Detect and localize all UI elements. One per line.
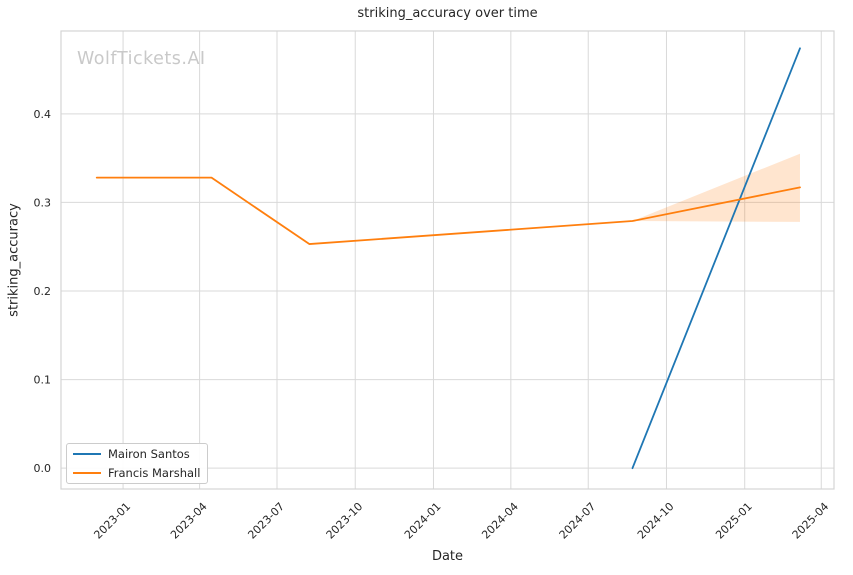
y-axis-label: striking_accuracy bbox=[6, 203, 22, 317]
legend-line-swatch-orange bbox=[73, 471, 101, 474]
y-tick-label: 0.0 bbox=[34, 462, 52, 475]
legend-item-mairon-santos: Mairon Santos bbox=[73, 447, 201, 462]
x-axis-label: Date bbox=[431, 549, 464, 564]
chart-title: striking_accuracy over time bbox=[357, 6, 538, 21]
confidence-band-francis-marshall bbox=[632, 153, 800, 222]
y-tick-label: 0.2 bbox=[34, 285, 52, 298]
legend: Mairon Santos Francis Marshall bbox=[66, 443, 208, 484]
legend-label-francis-marshall: Francis Marshall bbox=[108, 465, 201, 480]
grid-lines bbox=[61, 31, 834, 489]
watermark-text: WolfTickets.AI bbox=[77, 49, 206, 69]
y-tick-label: 0.3 bbox=[34, 196, 52, 209]
y-tick-label: 0.1 bbox=[34, 374, 52, 387]
series-line-mairon-santos bbox=[631, 47, 801, 470]
legend-label-mairon-santos: Mairon Santos bbox=[108, 447, 190, 462]
series-line-francis-marshall bbox=[95, 176, 801, 245]
y-tick-label: 0.4 bbox=[34, 108, 52, 121]
plot-border bbox=[60, 30, 835, 490]
legend-item-francis-marshall: Francis Marshall bbox=[73, 466, 201, 481]
legend-line-swatch-blue bbox=[73, 453, 101, 456]
